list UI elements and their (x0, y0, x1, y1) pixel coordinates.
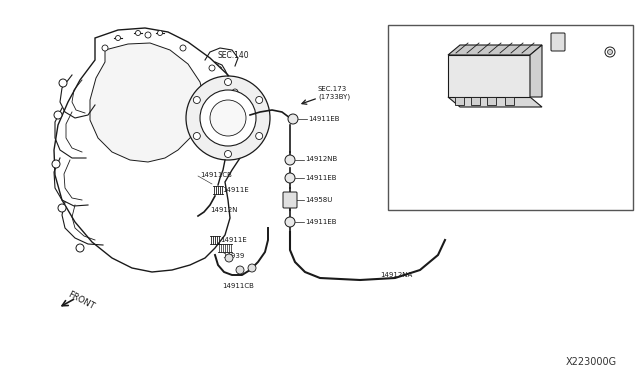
Text: 14939: 14939 (222, 253, 244, 259)
Text: 14911EB: 14911EB (305, 219, 337, 225)
Polygon shape (54, 28, 250, 272)
Circle shape (136, 31, 141, 35)
Text: SEC.140: SEC.140 (218, 51, 250, 60)
Circle shape (209, 65, 215, 71)
Circle shape (225, 151, 232, 157)
Text: SEC.173
(1733BY): SEC.173 (1733BY) (318, 86, 350, 100)
FancyBboxPatch shape (551, 33, 565, 51)
Circle shape (236, 266, 244, 274)
Text: FRONT: FRONT (66, 290, 95, 311)
Polygon shape (448, 97, 542, 107)
Text: 14912NA: 14912NA (380, 272, 412, 278)
Circle shape (225, 78, 232, 86)
Circle shape (248, 264, 256, 272)
Text: FRONT: FRONT (552, 167, 578, 190)
Text: SEC.173
(1B791N): SEC.173 (1B791N) (408, 155, 439, 169)
Circle shape (180, 45, 186, 51)
Circle shape (285, 173, 295, 183)
Polygon shape (90, 43, 205, 162)
Text: 14950: 14950 (460, 44, 484, 52)
Circle shape (193, 96, 200, 103)
Polygon shape (448, 45, 542, 55)
Text: 14911E: 14911E (222, 187, 249, 193)
Circle shape (605, 47, 615, 57)
Circle shape (115, 35, 120, 41)
FancyBboxPatch shape (506, 96, 515, 105)
FancyBboxPatch shape (283, 192, 297, 208)
Circle shape (225, 254, 233, 262)
Text: 14958U: 14958U (305, 197, 332, 203)
Bar (388, 25, 633, 210)
Text: 14920: 14920 (520, 38, 544, 46)
Text: 14911CB: 14911CB (222, 283, 254, 289)
Circle shape (607, 49, 612, 55)
Text: 14911EB: 14911EB (305, 175, 337, 181)
Circle shape (255, 132, 262, 140)
Circle shape (54, 111, 62, 119)
Text: 14912NB: 14912NB (305, 156, 337, 162)
Text: 14912N: 14912N (210, 207, 237, 213)
Circle shape (52, 160, 60, 168)
Circle shape (102, 45, 108, 51)
Circle shape (200, 90, 256, 146)
Circle shape (59, 79, 67, 87)
Text: X223000G: X223000G (566, 357, 617, 367)
Circle shape (232, 89, 238, 95)
Circle shape (288, 114, 298, 124)
Circle shape (76, 244, 84, 252)
Polygon shape (448, 55, 530, 97)
Circle shape (285, 155, 295, 165)
Text: 14911EB: 14911EB (308, 116, 339, 122)
FancyBboxPatch shape (488, 96, 497, 105)
Circle shape (193, 132, 200, 140)
Circle shape (255, 96, 262, 103)
Text: 22365: 22365 (600, 33, 624, 42)
Text: 14911CB: 14911CB (200, 172, 232, 178)
Text: 14911E: 14911E (220, 237, 247, 243)
Text: SEC.173
(17509P): SEC.173 (17509P) (390, 123, 420, 137)
Text: 22318A: 22318A (545, 131, 574, 140)
FancyBboxPatch shape (472, 96, 481, 105)
Polygon shape (530, 45, 542, 97)
Circle shape (210, 100, 246, 136)
Circle shape (145, 32, 151, 38)
Text: SEC.173
(17274M): SEC.173 (17274M) (400, 138, 432, 152)
Circle shape (285, 217, 295, 227)
FancyBboxPatch shape (456, 96, 465, 105)
Circle shape (157, 31, 163, 35)
Circle shape (58, 204, 66, 212)
Circle shape (186, 76, 270, 160)
